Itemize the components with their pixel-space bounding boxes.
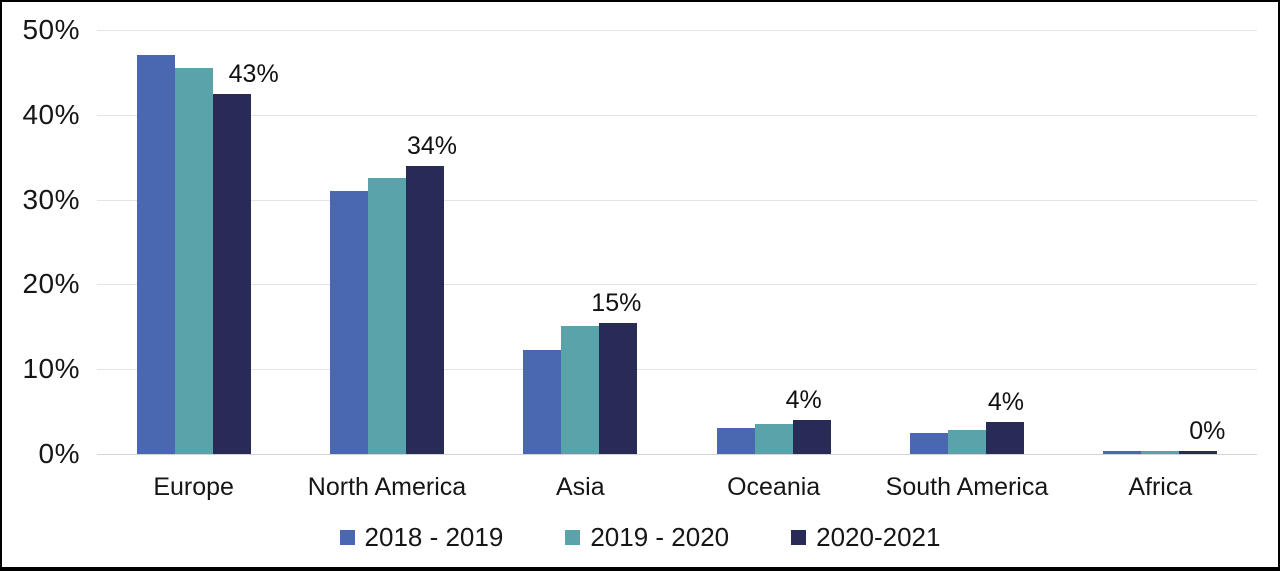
gridline-40 (97, 114, 1257, 116)
bar-europe-2020-2021 (212, 93, 251, 454)
gridline-20 (97, 284, 1257, 286)
bar-south-america-2020-2021 (985, 421, 1024, 454)
data-label-oceania: 4% (785, 386, 822, 415)
bar-europe-2018-2019 (136, 55, 175, 454)
plot-area: 43% 34% 15% 4% 4% 0% (97, 30, 1257, 455)
x-axis: Europe North America Asia Oceania South Amer… (97, 472, 1257, 502)
bar-asia-2020-2021 (599, 322, 638, 454)
gridline-30 (97, 199, 1257, 201)
bar-africa-2019-2020 (1141, 450, 1180, 454)
legend-label-2018-2019: 2018 - 2019 (364, 522, 504, 552)
legend-item-2019-2020: 2019 - 2020 (565, 522, 729, 553)
data-label-south-america: 4% (987, 387, 1025, 416)
data-label-africa: 0% (1189, 416, 1226, 445)
x-axis-label-europe: Europe (153, 473, 234, 501)
bar-europe-2019-2020 (174, 68, 213, 454)
bar-south-america-2019-2020 (947, 430, 986, 454)
legend-item-2018-2019: 2018 - 2019 (339, 522, 504, 553)
bar-north-america-2020-2021 (405, 165, 444, 454)
x-axis-label-africa: Africa (1128, 473, 1193, 501)
legend-swatch-2019-2020 (565, 530, 581, 545)
legend-swatch-2018-2019 (339, 530, 355, 545)
bar-groups: 43% 34% 15% 4% 4% 0% (97, 30, 1257, 454)
y-tick-label-50: 50% (22, 14, 80, 45)
bar-group-north-america: 34% (290, 30, 483, 454)
bar-north-america-2019-2020 (367, 178, 406, 454)
bar-asia-2019-2020 (561, 326, 600, 454)
x-axis-label-north-america: North America (307, 473, 467, 501)
gridline-0 (97, 454, 1257, 455)
bar-group-south-america: 4% (870, 30, 1063, 454)
bar-africa-2020-2021 (1179, 450, 1218, 454)
legend-label-2019-2020: 2019 - 2020 (590, 522, 730, 552)
bar-group-europe: 43% (97, 30, 290, 454)
bar-asia-2018-2019 (523, 349, 562, 454)
y-tick-label-0: 0% (38, 438, 80, 469)
bar-oceania-2018-2019 (716, 427, 755, 454)
bar-oceania-2019-2020 (754, 423, 793, 454)
x-axis-label-south-america: South America (885, 473, 1049, 501)
x-axis-label-oceania: Oceania (727, 473, 821, 501)
bar-oceania-2020-2021 (792, 420, 831, 454)
bar-north-america-2018-2019 (329, 191, 368, 454)
data-label-asia: 15% (591, 288, 642, 317)
legend-label-2020-2021: 2020-2021 (816, 522, 941, 552)
x-axis-label-asia: Asia (556, 473, 605, 501)
y-tick-label-10: 10% (22, 353, 80, 385)
gridline-50 (97, 30, 1257, 31)
bar-group-africa: 0% (1064, 30, 1257, 454)
bar-africa-2018-2019 (1103, 450, 1142, 454)
bar-group-asia: 15% (484, 30, 677, 454)
legend-swatch-2020-2021 (791, 530, 807, 545)
data-label-north-america: 34% (406, 131, 458, 160)
legend: 2018 - 2019 2019 - 2020 2020-2021 (2, 522, 1278, 553)
gridline-10 (97, 369, 1257, 371)
legend-item-2020-2021: 2020-2021 (791, 522, 940, 553)
y-tick-label-30: 30% (22, 183, 80, 215)
bar-group-oceania: 4% (677, 30, 870, 454)
y-axis: 0% 10% 20% 30% 40% 50% (2, 2, 80, 567)
y-tick-label-40: 40% (22, 98, 80, 130)
y-tick-label-20: 20% (22, 268, 80, 300)
bar-south-america-2018-2019 (909, 432, 948, 454)
data-label-europe: 43% (228, 59, 279, 88)
